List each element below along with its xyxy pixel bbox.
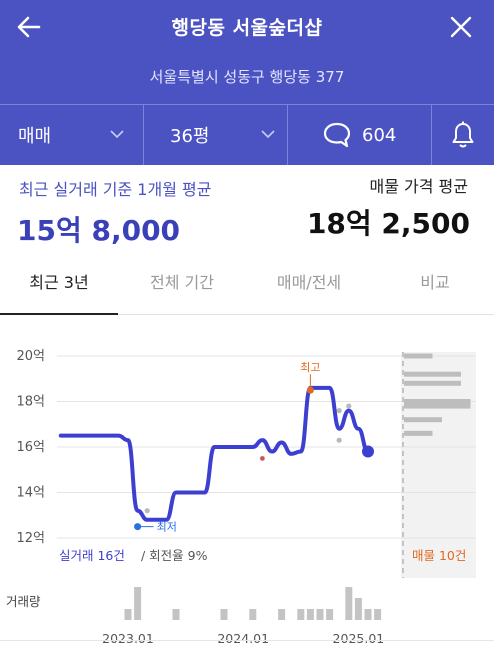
volume-bar (354, 598, 362, 620)
volume-bar (124, 609, 132, 620)
trade-count-label: 실거래 16건 (59, 548, 125, 563)
volume-bar (316, 609, 324, 620)
y-tick-label: 14억 (16, 486, 45, 501)
x-tick-label: 2025.01 (333, 631, 385, 646)
trade-point (144, 508, 150, 514)
arrow-left-icon (17, 16, 41, 38)
max-label: 최고 (300, 361, 320, 374)
x-tick-label: 2023.01 (102, 631, 154, 646)
comments-button[interactable]: 604 (288, 105, 432, 165)
listing-average-label: 매물 가격 평균 (369, 177, 469, 196)
divider (0, 640, 494, 641)
trade-point-highlight (260, 456, 265, 461)
trade-type-label: 매매 (18, 126, 52, 147)
listing-bar (404, 417, 442, 423)
turnover-label: / 회전율 9% (141, 548, 208, 563)
comment-count: 604 (362, 124, 397, 146)
listing-panel (401, 352, 476, 578)
top-bar: 행당동 서울숲더샵 (0, 0, 494, 52)
min-label: 최저 (157, 521, 177, 534)
bell-icon (452, 121, 474, 148)
filter-bar: 매매 36평 604 (0, 104, 494, 165)
volume-bar (134, 587, 142, 620)
speech-bubble-icon (323, 122, 351, 148)
chevron-down-icon (110, 130, 124, 139)
close-icon (450, 16, 472, 38)
listing-bar (404, 371, 461, 377)
volume-bar (297, 609, 305, 620)
volume-bar (278, 609, 286, 620)
y-tick-label: 16억 (16, 440, 45, 455)
volume-bar (326, 609, 334, 620)
trade-point (336, 408, 342, 414)
volume-bar (364, 609, 372, 620)
tab-all-period[interactable]: 전체 기간 (150, 273, 214, 292)
tab-compare[interactable]: 비교 (420, 273, 450, 292)
listing-bar (404, 403, 471, 409)
volume-bar (220, 609, 228, 620)
volume-bar (249, 609, 257, 620)
volume-bar (374, 609, 382, 620)
app-header: 행당동 서울숲더샵 서울특별시 성동구 행당동 377 매매 36평 604 (0, 0, 494, 165)
trend-line (58, 385, 370, 522)
trade-type-dropdown[interactable]: 매매 (0, 105, 144, 165)
trade-point (346, 403, 352, 409)
size-dropdown[interactable]: 36평 (144, 105, 288, 165)
period-tabs: 최근 3년 전체 기간 매매/전세 비교 (0, 258, 494, 315)
min-point (134, 523, 142, 531)
max-point (306, 386, 314, 394)
chevron-down-icon (261, 130, 275, 139)
address-text: 서울특별시 성동구 행당동 377 (149, 68, 345, 86)
back-button[interactable] (14, 12, 44, 42)
close-button[interactable] (448, 14, 474, 40)
volume-bar (172, 609, 180, 620)
listing-bar (404, 380, 461, 386)
x-tick-label: 2024.01 (217, 631, 269, 646)
trade-point (336, 437, 342, 443)
volume-label: 거래량 (6, 594, 41, 609)
listing-bar (404, 353, 433, 359)
volume-bar (306, 609, 314, 620)
y-tick-label: 18억 (16, 395, 45, 410)
y-tick-label: 12억 (16, 531, 45, 546)
listing-bar (404, 399, 471, 404)
latest-point (362, 445, 374, 458)
volume-bar (345, 587, 353, 620)
notification-button[interactable] (432, 105, 494, 165)
listing-count-label: 매물 10건 (412, 548, 466, 563)
recent-trade-label: 최근 실거래 기준 1개월 평균 (19, 180, 212, 199)
page-title: 행당동 서울숲더샵 (171, 17, 323, 39)
tab-sale-jeonse[interactable]: 매매/전세 (276, 273, 342, 292)
price-summary: 최근 실거래 기준 1개월 평균 15억 8,000 매물 가격 평균 18억 … (0, 165, 494, 257)
recent-trade-value: 15억 8,000 (17, 214, 181, 247)
y-tick-label: 20억 (16, 349, 45, 364)
tab-recent-3y[interactable]: 최근 3년 (0, 258, 118, 315)
listing-bar (404, 430, 433, 436)
listing-average-value: 18억 2,500 (306, 207, 470, 240)
size-label: 36평 (170, 126, 210, 147)
